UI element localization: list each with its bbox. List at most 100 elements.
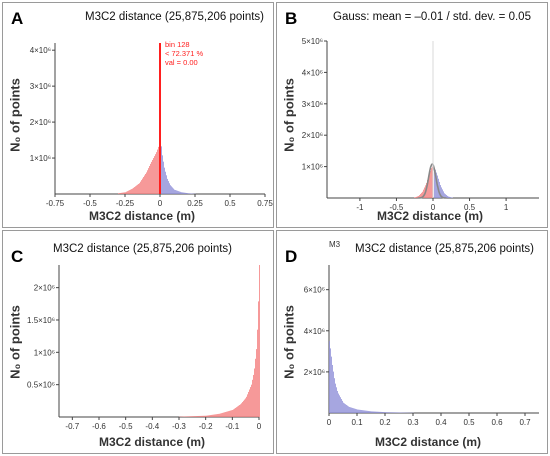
histogram-bar (337, 390, 338, 413)
histogram-bar (255, 358, 256, 417)
histogram-bar (183, 192, 184, 194)
histogram-bar (390, 412, 391, 413)
histogram-bar (136, 185, 137, 194)
histogram-bar (141, 180, 142, 194)
x-tick-label: -0.1 (225, 422, 239, 431)
panel-c: C M3C2 distance (25,875,206 points) N₀ o… (2, 230, 274, 454)
histogram-bar (423, 189, 424, 198)
x-tick-label: 0 (431, 203, 436, 212)
histogram-bar (225, 412, 226, 417)
histogram-bar (143, 177, 144, 194)
histogram-chart: 1×10⁶ 2×10⁶ 3×10⁶ 4×10⁶ 5×10⁶ -1 -0.5 0 0.5 1 (302, 37, 539, 212)
histogram-bar (367, 410, 368, 413)
histogram-bar (377, 411, 378, 413)
histogram-bar (152, 159, 153, 194)
histogram-bar (137, 184, 138, 194)
panel-letter: D (285, 247, 298, 266)
histogram-bar (134, 187, 135, 194)
histogram-bar (338, 393, 339, 413)
histogram-bar (164, 167, 165, 194)
histogram-bar (397, 412, 398, 413)
histogram-bar (190, 416, 191, 417)
histogram-bar (122, 192, 123, 194)
histogram-bar (422, 191, 423, 198)
histogram-bar (142, 178, 143, 194)
y-tick-label: 2×10⁶ (30, 118, 51, 127)
histogram-bar (414, 197, 415, 198)
y-tick-label: 2×10⁶ (34, 284, 55, 293)
histogram-bar (222, 412, 223, 417)
histogram-bar (442, 189, 443, 198)
histogram-bar (431, 168, 432, 198)
histogram-bar (372, 411, 373, 413)
histogram-bar (333, 371, 334, 413)
histogram-bar (441, 187, 442, 198)
histogram-bar (252, 379, 253, 417)
histogram-bar (205, 415, 206, 417)
histogram-bar (224, 412, 225, 417)
histogram-bar (140, 181, 141, 194)
histogram-bar (184, 416, 185, 417)
histogram-bar (440, 185, 441, 198)
y-tick-label: 3×10⁶ (30, 82, 51, 91)
x-tick-label: -0.5 (390, 203, 404, 212)
histogram-bar (171, 186, 172, 194)
histogram-bar (120, 192, 121, 194)
histogram-bar (151, 161, 152, 194)
histogram-bar (204, 415, 205, 417)
histogram-bar (444, 193, 445, 198)
x-tick-label: 0.3 (407, 418, 419, 427)
histogram-bar (436, 172, 437, 198)
y-tick-label: 4×10⁶ (302, 68, 323, 77)
histogram-bar (156, 152, 157, 194)
histogram-bar (348, 406, 349, 413)
panel-d: D M3 M3C2 distance (25,875,206 points) N… (276, 230, 548, 454)
histogram-bar (341, 399, 342, 413)
histogram-bar (387, 412, 388, 413)
histogram-bar (428, 176, 429, 198)
histogram-bar (335, 383, 336, 413)
histogram-bar (186, 416, 187, 417)
histogram-bar (368, 410, 369, 413)
histogram-bar (351, 407, 352, 413)
histogram-bar (445, 194, 446, 198)
y-tick-label: 6×10⁶ (304, 286, 325, 295)
histogram-bar (353, 408, 354, 413)
histogram-bar (254, 368, 255, 417)
histogram-bar (331, 356, 332, 413)
y-tick-label: 1×10⁶ (30, 154, 51, 163)
x-tick-label: 0.75 (257, 199, 273, 208)
histogram-bar (395, 412, 396, 413)
histogram-bar (419, 195, 420, 198)
histogram-bar (180, 191, 181, 194)
histogram-bar (162, 155, 163, 194)
histogram-bar (253, 374, 254, 417)
gaussian-fit-curve (417, 163, 447, 199)
histogram-bar (153, 158, 154, 194)
histogram-bar (243, 400, 244, 417)
histogram-bar (209, 415, 210, 417)
y-tick-label: 4×10⁶ (304, 327, 325, 336)
histogram-bar (236, 407, 237, 417)
histogram-bar (241, 403, 242, 417)
bin-annotation: bin 128 (165, 40, 190, 49)
histogram-bar (415, 197, 416, 198)
x-tick-label: -0.2 (199, 422, 213, 431)
histogram-bar (380, 411, 381, 413)
histogram-bar (245, 398, 246, 417)
chart-title: M3C2 distance (25,875,206 points) (85, 11, 264, 23)
histogram-bar (175, 190, 176, 194)
histogram-bar (398, 412, 399, 413)
x-tick-label: 0.5 (224, 199, 236, 208)
histogram-bar (186, 192, 187, 194)
histogram-bar (219, 413, 220, 417)
histogram-chart: 1×10⁶ 2×10⁶ 3×10⁶ 4×10⁶ -0.75 -0.5 -0.25 0 0.25 0… (30, 40, 274, 208)
y-tick-label: 1×10⁶ (302, 163, 323, 172)
histogram-bar (148, 168, 149, 194)
panel-letter: A (11, 9, 24, 28)
x-tick-label: 0.6 (491, 418, 503, 427)
histogram-bar (206, 415, 207, 417)
histogram-bar (132, 188, 133, 194)
histogram-bar (216, 414, 217, 417)
y-tick-label: 0.5×10⁶ (27, 381, 55, 390)
